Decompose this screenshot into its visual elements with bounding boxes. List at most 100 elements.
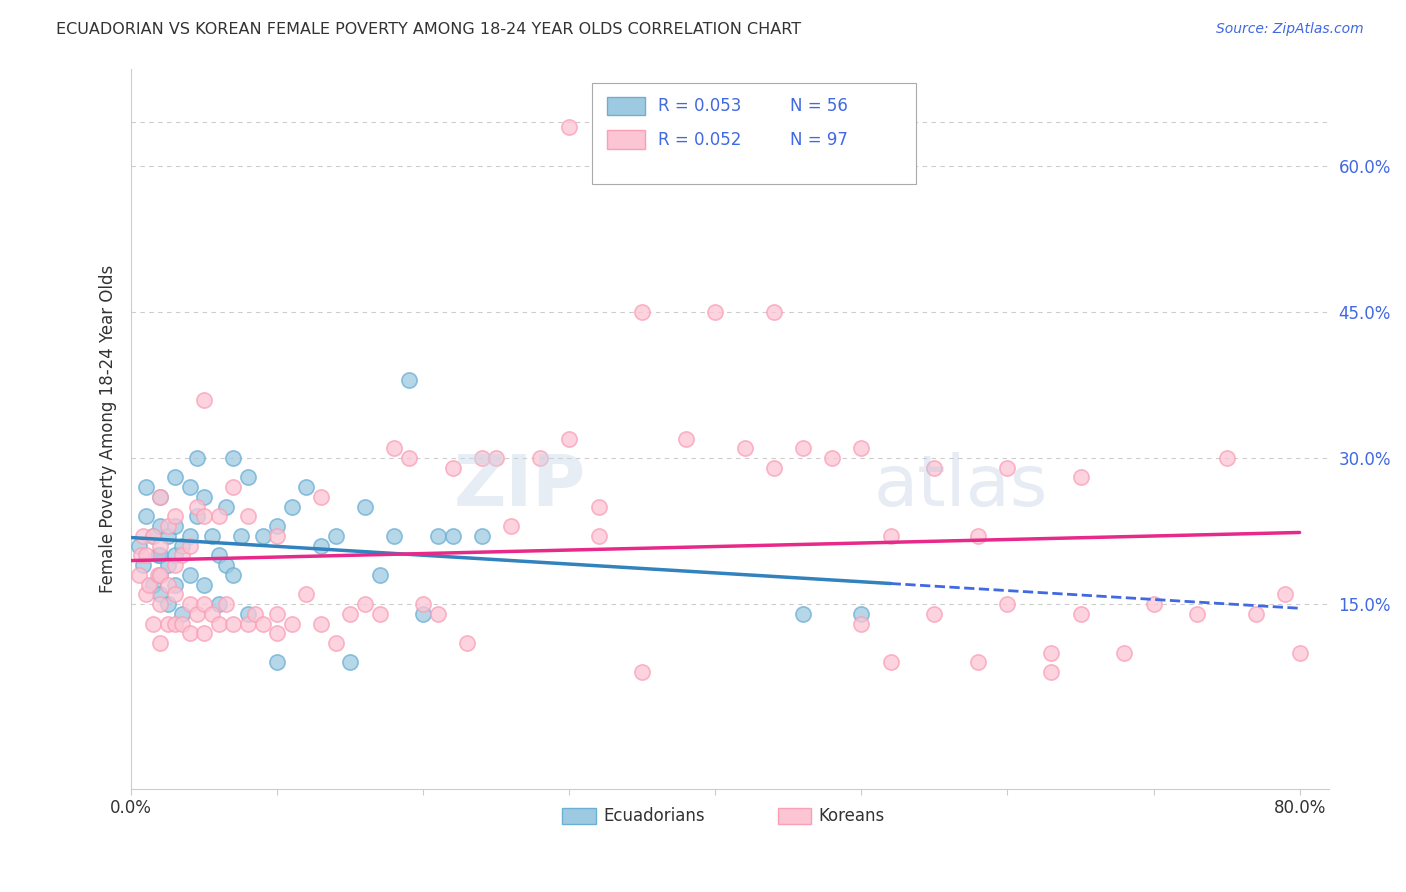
Point [879, 529, 901, 543]
Point [879, 656, 901, 670]
FancyBboxPatch shape [562, 808, 596, 823]
Point [997, 597, 1019, 611]
Point [229, 529, 252, 543]
Point [156, 597, 179, 611]
Point [200, 529, 222, 543]
Point [149, 597, 172, 611]
Text: Source: ZipAtlas.com: Source: ZipAtlas.com [1216, 22, 1364, 37]
Point [762, 460, 785, 475]
Point [142, 577, 165, 591]
Point [252, 529, 274, 543]
Point [165, 587, 187, 601]
Point [354, 500, 377, 514]
Point [441, 529, 464, 543]
Y-axis label: Female Poverty Among 18-24 Year Olds: Female Poverty Among 18-24 Year Olds [100, 265, 117, 593]
Point [135, 549, 157, 563]
Point [172, 539, 194, 553]
FancyBboxPatch shape [606, 96, 645, 115]
Point [1040, 665, 1063, 680]
Point [236, 616, 259, 631]
Point [208, 597, 231, 611]
Point [200, 607, 222, 621]
Point [266, 607, 288, 621]
Point [165, 519, 187, 533]
Point [588, 500, 610, 514]
Point [179, 597, 201, 611]
Point [1244, 607, 1267, 621]
Point [135, 480, 157, 494]
Point [309, 490, 332, 504]
Point [485, 450, 508, 465]
Point [471, 450, 494, 465]
Point [1274, 587, 1296, 601]
Point [135, 587, 157, 601]
Point [179, 480, 201, 494]
Point [281, 500, 304, 514]
Point [193, 490, 215, 504]
Point [215, 597, 238, 611]
Point [236, 509, 259, 524]
Point [131, 549, 153, 563]
Point [142, 529, 165, 543]
Point [142, 529, 165, 543]
Point [1215, 450, 1237, 465]
Point [132, 558, 155, 573]
Point [398, 373, 420, 387]
Point [309, 616, 332, 631]
Point [734, 442, 756, 456]
Point [222, 567, 245, 582]
Point [179, 529, 201, 543]
Point [792, 607, 814, 621]
Point [193, 626, 215, 640]
Point [165, 577, 187, 591]
Point [325, 636, 347, 650]
Point [222, 480, 245, 494]
Point [172, 607, 194, 621]
Point [997, 460, 1019, 475]
Point [149, 567, 172, 582]
Point [412, 597, 434, 611]
Point [967, 529, 990, 543]
FancyBboxPatch shape [606, 130, 645, 149]
Point [186, 607, 208, 621]
Point [281, 616, 304, 631]
Point [165, 549, 187, 563]
Point [156, 529, 179, 543]
Point [146, 567, 169, 582]
Point [529, 450, 551, 465]
Point [179, 567, 201, 582]
Point [967, 656, 990, 670]
Point [179, 626, 201, 640]
Point [1187, 607, 1209, 621]
Point [266, 519, 288, 533]
Point [426, 529, 449, 543]
Point [208, 549, 231, 563]
Point [851, 607, 873, 621]
Point [295, 587, 318, 601]
Text: atlas: atlas [873, 452, 1047, 521]
Point [792, 442, 814, 456]
Point [558, 432, 581, 446]
Point [146, 549, 169, 563]
Point [149, 490, 172, 504]
Point [142, 616, 165, 631]
Point [193, 597, 215, 611]
Point [193, 509, 215, 524]
Point [222, 616, 245, 631]
Point [325, 529, 347, 543]
Text: ECUADORIAN VS KOREAN FEMALE POVERTY AMONG 18-24 YEAR OLDS CORRELATION CHART: ECUADORIAN VS KOREAN FEMALE POVERTY AMON… [56, 22, 801, 37]
Point [368, 567, 391, 582]
Point [252, 616, 274, 631]
Point [149, 587, 172, 601]
Point [1288, 646, 1310, 660]
Point [193, 577, 215, 591]
Text: Koreans: Koreans [818, 806, 884, 825]
Point [704, 305, 727, 319]
Point [266, 656, 288, 670]
Point [398, 450, 420, 465]
Point [172, 549, 194, 563]
Point [851, 442, 873, 456]
Point [924, 460, 946, 475]
Point [295, 480, 318, 494]
Point [339, 656, 361, 670]
